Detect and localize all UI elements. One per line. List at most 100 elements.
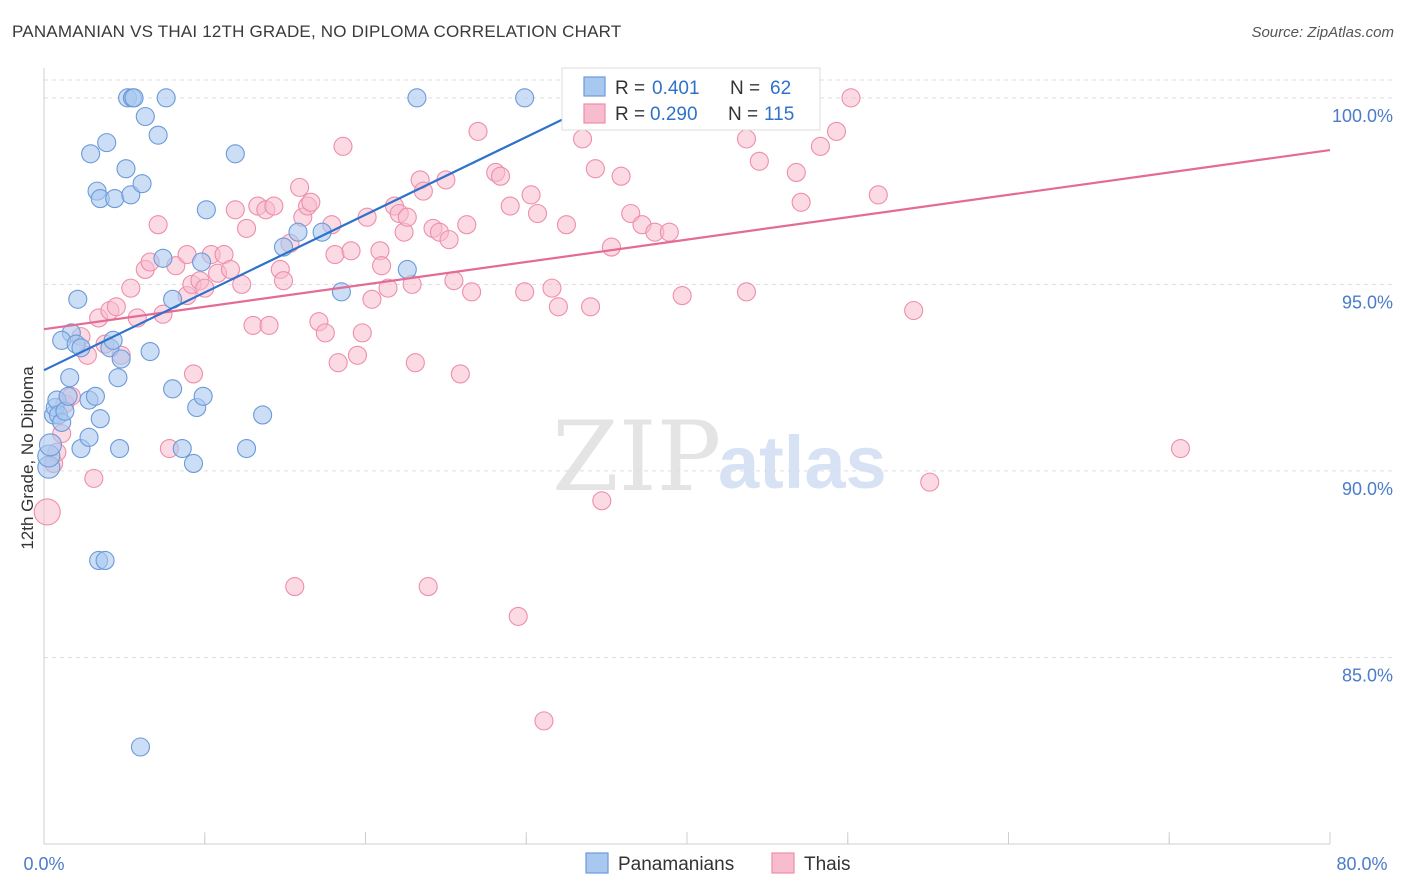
thais-point <box>601 237 621 257</box>
panamanians-point <box>110 438 130 459</box>
thais-point <box>548 297 568 317</box>
thais-point <box>106 297 126 317</box>
panamanians-point <box>193 386 213 406</box>
panamanians-point <box>140 341 160 362</box>
source-label: Source: ZipAtlas.com <box>1251 24 1394 41</box>
thais-points <box>33 88 1191 731</box>
legend-r-label-blue: R = <box>615 78 645 99</box>
bottom-legend-label-pink: Thais <box>804 854 850 875</box>
thais-point <box>810 136 830 156</box>
thais-point <box>672 286 692 306</box>
panamanians-point <box>148 125 168 145</box>
panamanians-point <box>38 433 62 457</box>
thais-point <box>397 207 417 227</box>
legend-r-value-pink: 0.290 <box>650 104 698 125</box>
panamanians-point <box>68 289 88 309</box>
thais-point <box>521 185 541 205</box>
y-tick-label-85: 85.0% <box>1342 665 1393 685</box>
y-axis-title: 12th Grade, No Diploma <box>18 366 37 550</box>
thais-point <box>378 278 398 298</box>
thais-point <box>439 230 459 250</box>
panamanians-point <box>97 133 117 153</box>
panamanians-point <box>253 405 273 425</box>
thais-point <box>791 192 811 212</box>
panamanians-point <box>515 88 535 108</box>
panamanians-point <box>95 550 115 571</box>
thais-point <box>468 121 488 141</box>
panamanians-point <box>90 409 110 429</box>
thais-point <box>826 121 847 141</box>
thais-point <box>352 323 372 343</box>
panamanians-point <box>156 88 176 108</box>
panamanians-points <box>37 88 535 757</box>
y-tick-label-95: 95.0% <box>1342 292 1393 312</box>
thais-point <box>148 215 168 235</box>
panamanians-point <box>135 106 155 127</box>
stats-legend: R = 0.401 N = 62 R = 0.290 N = 115 <box>561 67 821 131</box>
thais-point <box>372 256 392 276</box>
panamanians-point <box>124 88 144 108</box>
panamanians-point <box>225 144 245 164</box>
panamanians-point <box>108 368 128 388</box>
legend-n-label-blue: N = <box>730 78 760 99</box>
thais-point <box>515 282 535 302</box>
panamanians-point <box>163 379 183 399</box>
thais-point <box>362 289 382 309</box>
y-tick-labels: 85.0% 90.0% 95.0% 100.0% <box>1332 106 1393 686</box>
thais-point <box>236 218 257 238</box>
series-legend: Panamanians Thais <box>585 852 850 875</box>
panamanians-point <box>71 338 91 358</box>
panamanians-point <box>196 200 216 220</box>
panamanians-point <box>191 252 212 272</box>
panamanians-point <box>172 438 192 459</box>
thais-point <box>500 196 520 216</box>
panamanians-point <box>58 386 78 406</box>
thais-point <box>325 244 345 265</box>
panamanians-point <box>81 144 101 164</box>
panamanians-point <box>183 453 204 474</box>
thais-point <box>736 282 757 302</box>
thais-point <box>405 353 425 373</box>
thais-point <box>285 577 305 597</box>
thais-point <box>527 203 548 224</box>
thais-point <box>450 364 470 384</box>
thais-point <box>225 200 245 220</box>
thais-point <box>121 278 141 298</box>
panamanians-trend-line <box>43 89 624 372</box>
thais-point <box>659 222 679 242</box>
x-tick-label-max: 80.0% <box>1336 854 1387 874</box>
panamanians-point <box>105 189 125 209</box>
legend-swatch-blue <box>583 76 606 97</box>
thais-point <box>904 300 924 321</box>
bottom-legend-swatch-blue <box>585 852 609 874</box>
thais-point <box>290 177 310 197</box>
thais-point <box>444 271 464 291</box>
trend-lines <box>43 89 1331 372</box>
thais-point <box>585 159 605 179</box>
panamanians-point <box>331 282 351 302</box>
thais-point <box>183 364 204 384</box>
panamanians-point <box>130 737 150 757</box>
thais-point <box>315 323 335 343</box>
y-tick-label-100: 100.0% <box>1332 106 1393 126</box>
thais-point <box>84 468 104 488</box>
panamanians-point <box>407 88 427 108</box>
legend-n-label-pink: N = <box>728 104 758 125</box>
thais-point <box>328 353 348 373</box>
legend-n-value-blue: 62 <box>770 78 791 99</box>
thais-point <box>868 185 888 205</box>
panamanians-point <box>132 174 152 194</box>
thais-point <box>1170 438 1191 459</box>
thais-point <box>462 282 482 302</box>
panamanians-point <box>79 427 99 447</box>
y-tick-label-90: 90.0% <box>1342 479 1393 499</box>
thais-point <box>556 215 576 235</box>
thais-point <box>301 192 321 212</box>
chart-title: PANAMANIAN VS THAI 12TH GRADE, NO DIPLOM… <box>12 22 622 41</box>
panamanians-point <box>111 349 131 369</box>
thais-point <box>33 498 61 526</box>
thais-trend-line <box>43 148 1331 331</box>
thais-point <box>920 472 940 492</box>
thais-point <box>490 166 511 186</box>
thais-point <box>534 711 554 731</box>
